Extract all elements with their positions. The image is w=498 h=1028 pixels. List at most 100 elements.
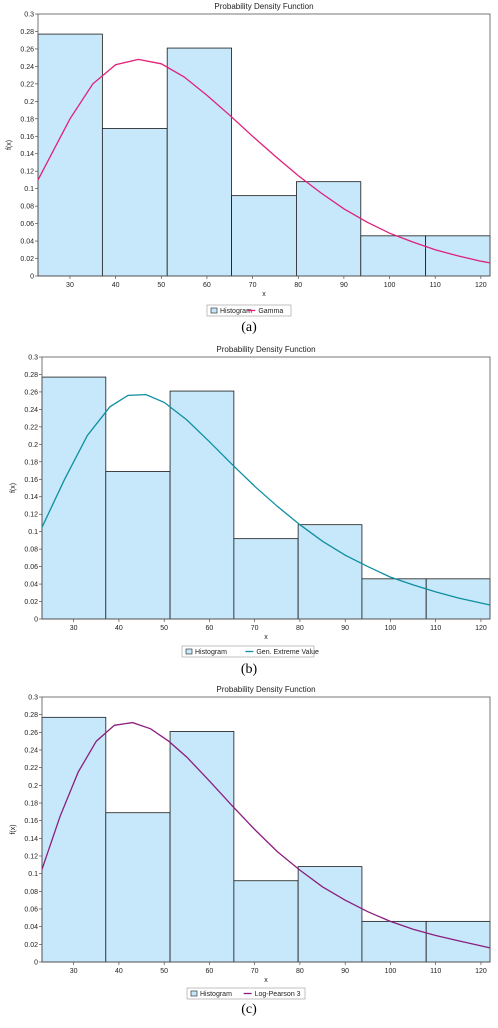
y-tick-label: 0 bbox=[34, 960, 38, 967]
y-tick-label: 0 bbox=[34, 617, 38, 624]
y-tick-label: 0.3 bbox=[28, 355, 38, 362]
x-tick-label: 60 bbox=[203, 282, 211, 289]
y-tick-label: 0.14 bbox=[24, 494, 38, 501]
y-tick-label: 0.22 bbox=[20, 81, 34, 88]
histogram-bar bbox=[41, 376, 107, 620]
chart-title: Probability Density Function bbox=[216, 685, 315, 694]
histogram-bar bbox=[361, 578, 427, 620]
legend-histogram-label: Histogram bbox=[220, 308, 252, 315]
plot-area-frame bbox=[41, 356, 491, 620]
legend-histogram-label: Histogram bbox=[195, 649, 227, 656]
y-tick-label: 0.22 bbox=[24, 765, 38, 772]
chart-title: Probability Density Function bbox=[216, 345, 315, 354]
y-axis-label: f(x) bbox=[10, 824, 17, 834]
x-tick-label: 40 bbox=[115, 625, 123, 632]
histogram-bar bbox=[297, 524, 363, 620]
x-tick-label: 80 bbox=[296, 625, 304, 632]
y-tick-label: 0.1 bbox=[28, 871, 38, 878]
histogram-bar bbox=[361, 920, 427, 963]
fitted-curve-line bbox=[41, 393, 491, 606]
y-tick-label: 0.24 bbox=[24, 748, 38, 755]
y-tick-label: 0.28 bbox=[20, 29, 34, 36]
chart-panel-a: Probability Density Function 0 0.02 0.04 0.0… bbox=[0, 0, 498, 340]
y-tick-label: 0.08 bbox=[24, 547, 38, 554]
x-tick-label: 110 bbox=[430, 625, 441, 632]
x-axis-label: x bbox=[264, 977, 268, 984]
y-tick-label: 0.16 bbox=[24, 477, 38, 484]
y-tick-label: 0.24 bbox=[20, 64, 34, 71]
histogram-bar bbox=[233, 880, 299, 963]
y-tick-label: 0.18 bbox=[20, 116, 34, 123]
y-tick-label: 0.22 bbox=[24, 424, 38, 431]
pdf-chart-b: Probability Density Function 0 0.02 0.04 0.0… bbox=[10, 345, 491, 658]
y-tick-label: 0.14 bbox=[24, 836, 38, 843]
x-tick-label: 120 bbox=[475, 282, 487, 289]
x-tick-label: 100 bbox=[385, 625, 397, 632]
y-tick-label: 0.3 bbox=[28, 695, 38, 702]
y-tick-label: 0.02 bbox=[24, 942, 38, 949]
y-tick-label: 0.18 bbox=[24, 801, 38, 808]
y-tick-label: 0.18 bbox=[24, 459, 38, 466]
x-tick-label: 110 bbox=[430, 968, 441, 975]
y-tick-label: 0.28 bbox=[24, 712, 38, 719]
legend-histogram-label: Histogram bbox=[200, 991, 232, 998]
y-tick-label: 0.2 bbox=[24, 99, 34, 106]
histogram-bar bbox=[297, 866, 363, 963]
x-tick-label: 60 bbox=[206, 625, 214, 632]
histogram-bar bbox=[425, 578, 491, 620]
legend-histogram-swatch bbox=[190, 990, 198, 997]
x-tick-label: 70 bbox=[249, 282, 257, 289]
x-tick-label: 100 bbox=[384, 282, 396, 289]
histogram-bar bbox=[166, 47, 232, 277]
plot-area-frame bbox=[37, 13, 491, 277]
y-tick-label: 0.02 bbox=[24, 599, 38, 606]
y-tick-label: 0.06 bbox=[20, 221, 34, 228]
x-tick-label: 30 bbox=[66, 282, 74, 289]
figure-caption-b: (b) bbox=[240, 662, 258, 677]
y-tick-label: 0.02 bbox=[20, 256, 34, 263]
chart-title: Probability Density Function bbox=[214, 2, 313, 11]
legend-curve-label: Gamma bbox=[258, 308, 283, 315]
y-tick-label: 0.12 bbox=[24, 854, 38, 861]
x-tick-label: 40 bbox=[115, 968, 123, 975]
x-tick-label: 120 bbox=[475, 968, 487, 975]
fitted-curve-line bbox=[37, 58, 491, 264]
x-tick-label: 50 bbox=[157, 282, 165, 289]
figure-caption-a: (a) bbox=[241, 320, 257, 335]
x-tick-label: 90 bbox=[341, 968, 349, 975]
x-tick-label: 120 bbox=[475, 625, 487, 632]
y-tick-label: 0.3 bbox=[24, 12, 34, 19]
histogram-bar bbox=[231, 195, 297, 277]
histogram-bar bbox=[233, 538, 299, 620]
fitted-curve-line bbox=[41, 721, 491, 949]
x-tick-label: 100 bbox=[385, 968, 397, 975]
y-tick-label: 0.12 bbox=[24, 512, 38, 519]
x-tick-label: 30 bbox=[70, 968, 78, 975]
y-tick-label: 0.04 bbox=[24, 582, 38, 589]
x-tick-label: 60 bbox=[206, 968, 214, 975]
figure-caption-c: (c) bbox=[241, 1002, 257, 1017]
legend-histogram-swatch bbox=[210, 307, 218, 314]
histogram-bar bbox=[425, 920, 491, 963]
y-tick-label: 0.2 bbox=[28, 783, 38, 790]
pdf-chart-c: Probability Density Function 0 0.02 0.04 0.0… bbox=[10, 685, 491, 1000]
histogram-bar bbox=[37, 33, 103, 277]
x-tick-label: 80 bbox=[296, 968, 304, 975]
y-tick-label: 0.16 bbox=[20, 134, 34, 141]
x-tick-label: 80 bbox=[294, 282, 302, 289]
y-tick-label: 0.14 bbox=[20, 151, 34, 158]
x-tick-label: 50 bbox=[160, 968, 168, 975]
x-tick-label: 90 bbox=[341, 625, 349, 632]
x-tick-label: 40 bbox=[112, 282, 120, 289]
y-tick-label: 0.16 bbox=[24, 818, 38, 825]
histogram-bar bbox=[101, 128, 168, 277]
y-tick-label: 0.12 bbox=[20, 169, 34, 176]
histogram-bar bbox=[105, 471, 171, 620]
histogram-bar bbox=[296, 181, 362, 277]
y-tick-label: 0.26 bbox=[24, 389, 38, 396]
chart-panel-b: Probability Density Function 0 0.02 0.04 0.0… bbox=[0, 340, 498, 680]
y-tick-label: 0.1 bbox=[24, 186, 34, 193]
y-tick-label: 0.04 bbox=[24, 924, 38, 931]
x-tick-label: 110 bbox=[430, 282, 441, 289]
y-tick-label: 0.26 bbox=[20, 46, 34, 53]
